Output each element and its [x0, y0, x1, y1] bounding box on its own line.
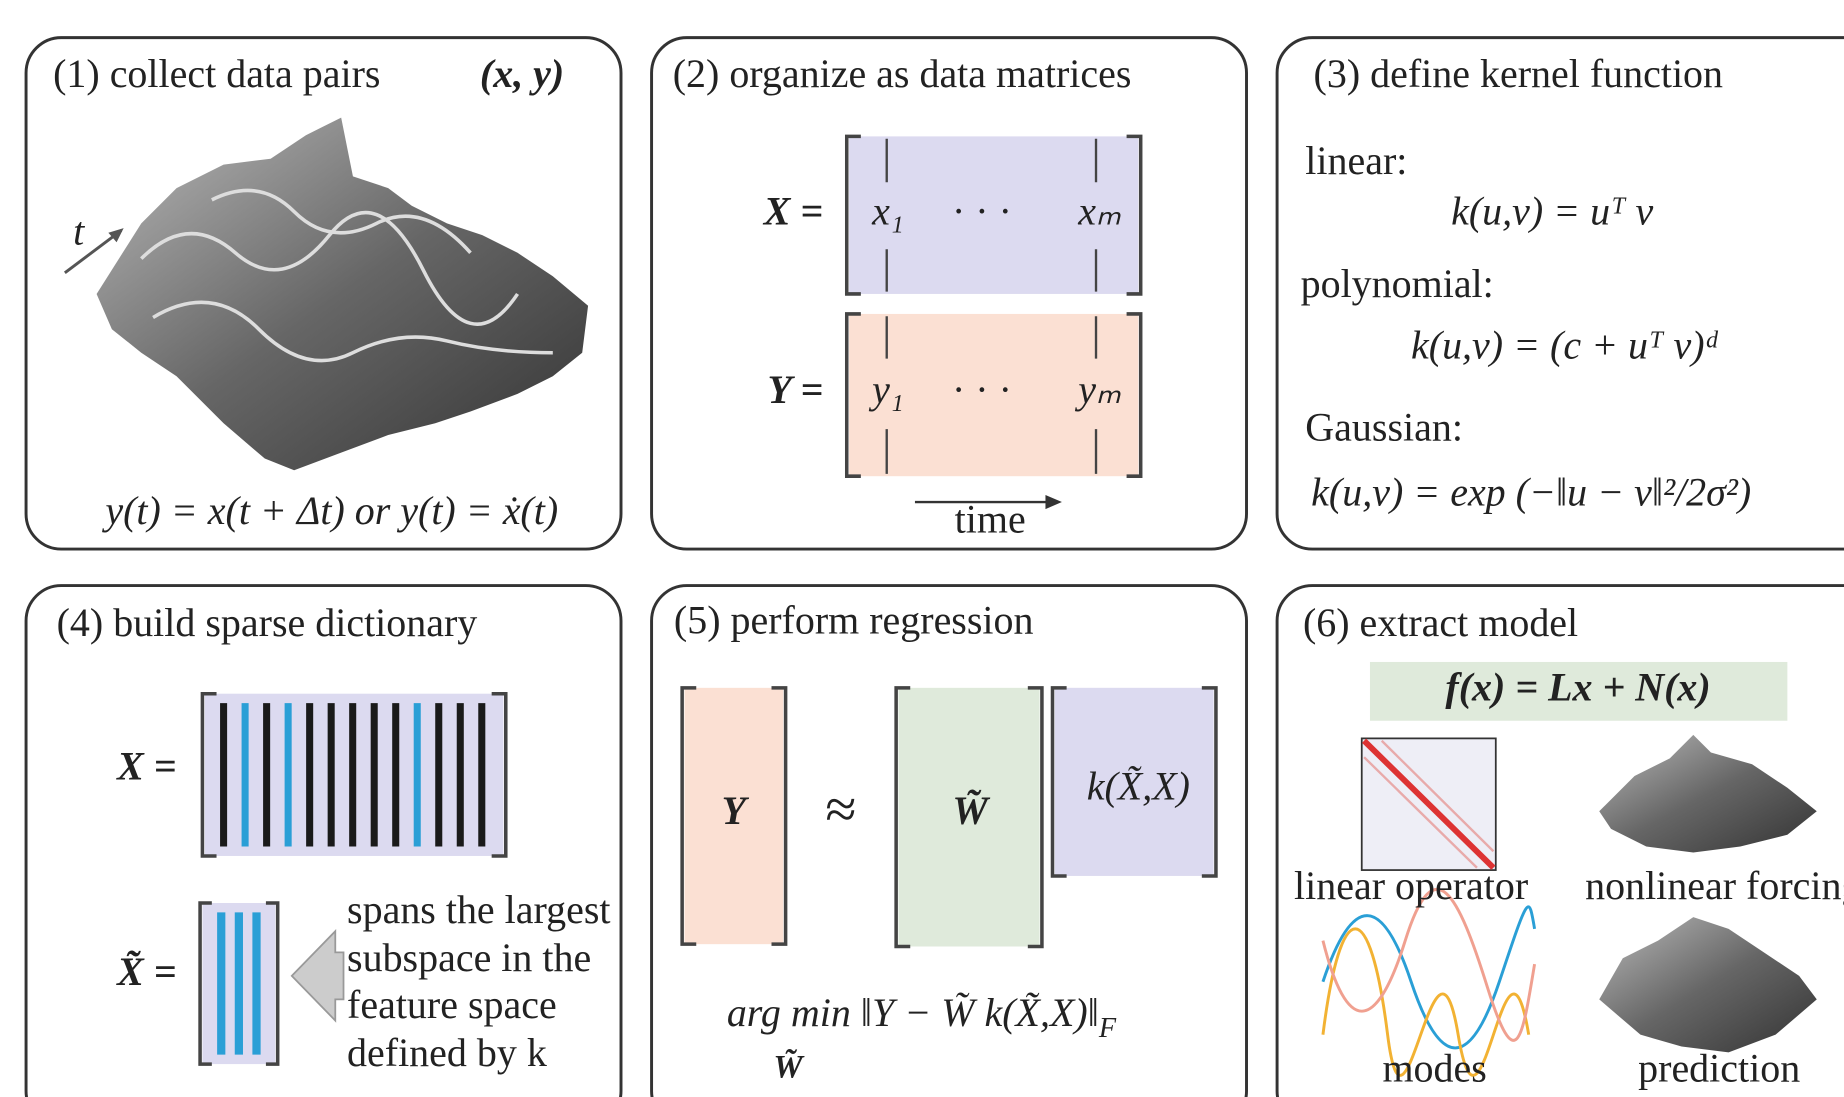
kernel-formula: k(u,v) = (c + uᵀ v)ᵈ — [1411, 322, 1719, 367]
entry: y₁ — [868, 367, 904, 412]
note-line: subspace in the — [347, 935, 591, 980]
kernel-name: polynomial: — [1301, 261, 1494, 306]
pair: (x, y) — [480, 51, 564, 96]
axis-label: time — [955, 496, 1026, 541]
entry: x₁ — [871, 188, 904, 233]
item-label: linear operator — [1294, 863, 1528, 908]
panel-title: (4) build sparse dictionary — [57, 600, 478, 645]
time-symbol: t — [73, 208, 85, 253]
item-label: nonlinear forcing — [1585, 863, 1844, 908]
matrix-label: W̃ — [952, 788, 990, 833]
panel-title: (1) collect data pairs — [53, 51, 380, 96]
entry: yₘ — [1074, 367, 1121, 412]
panel-title: (6) extract model — [1303, 600, 1578, 645]
item-label: prediction — [1638, 1045, 1800, 1090]
approx: ≈ — [825, 779, 856, 841]
matrix-label: k(X̃,X) — [1087, 763, 1190, 808]
note-line: feature space — [347, 982, 557, 1027]
label: X̃ = — [115, 949, 176, 994]
panel-title: (2) organize as data matrices — [673, 51, 1132, 96]
model: f(x) = Lx + N(x) — [1445, 665, 1710, 710]
item-label: modes — [1382, 1045, 1486, 1090]
matrix-label: Y — [722, 788, 750, 833]
panel-title: (3) define kernel function — [1314, 51, 1724, 96]
note-line: spans the largest — [347, 887, 610, 932]
note-line: defined by k — [347, 1030, 547, 1075]
entry: · · · — [952, 188, 1012, 233]
label: X = — [115, 743, 176, 788]
entry: · · · — [952, 367, 1012, 412]
objective-main: arg min ‖Y − W̃ k(X̃,X)‖ — [727, 990, 1099, 1035]
panel-title: (5) perform regression — [674, 598, 1034, 643]
objective-sub: F — [1098, 1014, 1117, 1045]
diagram: (1) collect data pairs (x, y) t y(t) = x… — [0, 0, 1844, 1097]
entry: xₘ — [1077, 188, 1121, 233]
objective-under: W̃ — [773, 1049, 805, 1086]
label: Y = — [768, 367, 824, 412]
kernel-name: linear: — [1305, 138, 1407, 183]
equation: y(t) = x(t + Δt) or y(t) = ẋ(t) — [101, 488, 558, 533]
kernel-formula: k(u,v) = uᵀ v — [1451, 188, 1653, 233]
label: X = — [762, 188, 823, 233]
kernel-formula: k(u,v) = exp (−‖u − v‖²/2σ²) — [1311, 469, 1751, 514]
kernel-name: Gaussian: — [1305, 405, 1463, 450]
